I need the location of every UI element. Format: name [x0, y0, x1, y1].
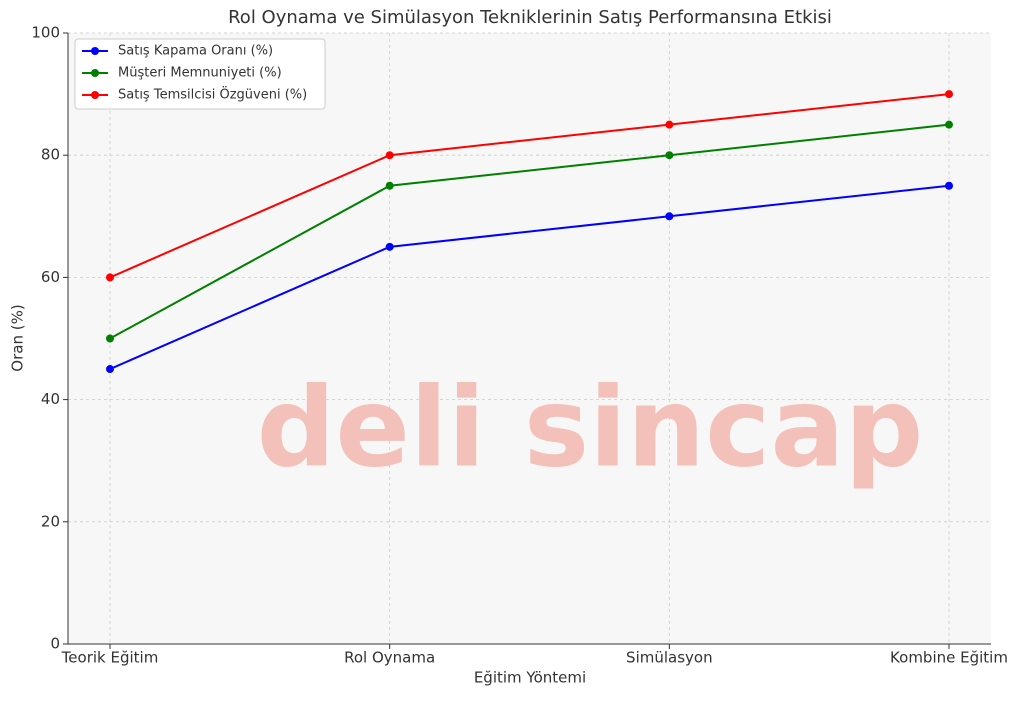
point [106, 273, 114, 282]
x-tick-label: Rol Oynama [344, 649, 435, 667]
chart-title: Rol Oynama ve Simülasyon Tekniklerinin S… [228, 7, 832, 28]
y-tick-label: 0 [50, 635, 60, 653]
series-line [109, 184, 950, 370]
y-tick-label: 40 [41, 390, 60, 408]
point [385, 242, 394, 251]
point [665, 212, 674, 221]
legend-marker [91, 91, 99, 99]
x-tick-label: Teorik Eğitim [61, 649, 159, 667]
point [385, 151, 394, 160]
legend-label: Satış Temsilcisi Özgüveni (%) [118, 86, 307, 103]
x-tick-label: Kombine Eğitim [890, 649, 1008, 667]
point [106, 334, 114, 343]
grid [68, 32, 991, 644]
y-tick-label: 80 [41, 146, 60, 164]
legend-label: Müşteri Memnuniyeti (%) [118, 66, 282, 81]
point [385, 181, 394, 190]
watermark: deli sincap [257, 363, 924, 491]
series-line [109, 93, 950, 279]
plot-area [68, 33, 991, 644]
point [665, 151, 674, 160]
lines [106, 90, 953, 374]
legend-label: Satış Kapama Oranı (%) [118, 44, 273, 59]
y-tick-label: 100 [31, 24, 60, 42]
point [945, 90, 953, 99]
legend-marker [91, 47, 99, 55]
point [106, 365, 114, 374]
point [945, 181, 953, 190]
series-line [109, 123, 950, 340]
point [945, 120, 953, 129]
legend: Satış Kapama Oranı (%) Müşteri Memnuniyet… [74, 38, 326, 110]
point [665, 120, 674, 129]
y-axis-label: Oran (%) [9, 304, 27, 371]
y-tick-label: 60 [41, 268, 60, 286]
y-tick-label: 20 [41, 512, 60, 530]
legend-box [74, 38, 326, 110]
x-axis-label: Eğitim Yöntemi [474, 669, 586, 687]
legend-marker [91, 69, 99, 77]
x-tick-label: Simülasyon [626, 649, 713, 667]
